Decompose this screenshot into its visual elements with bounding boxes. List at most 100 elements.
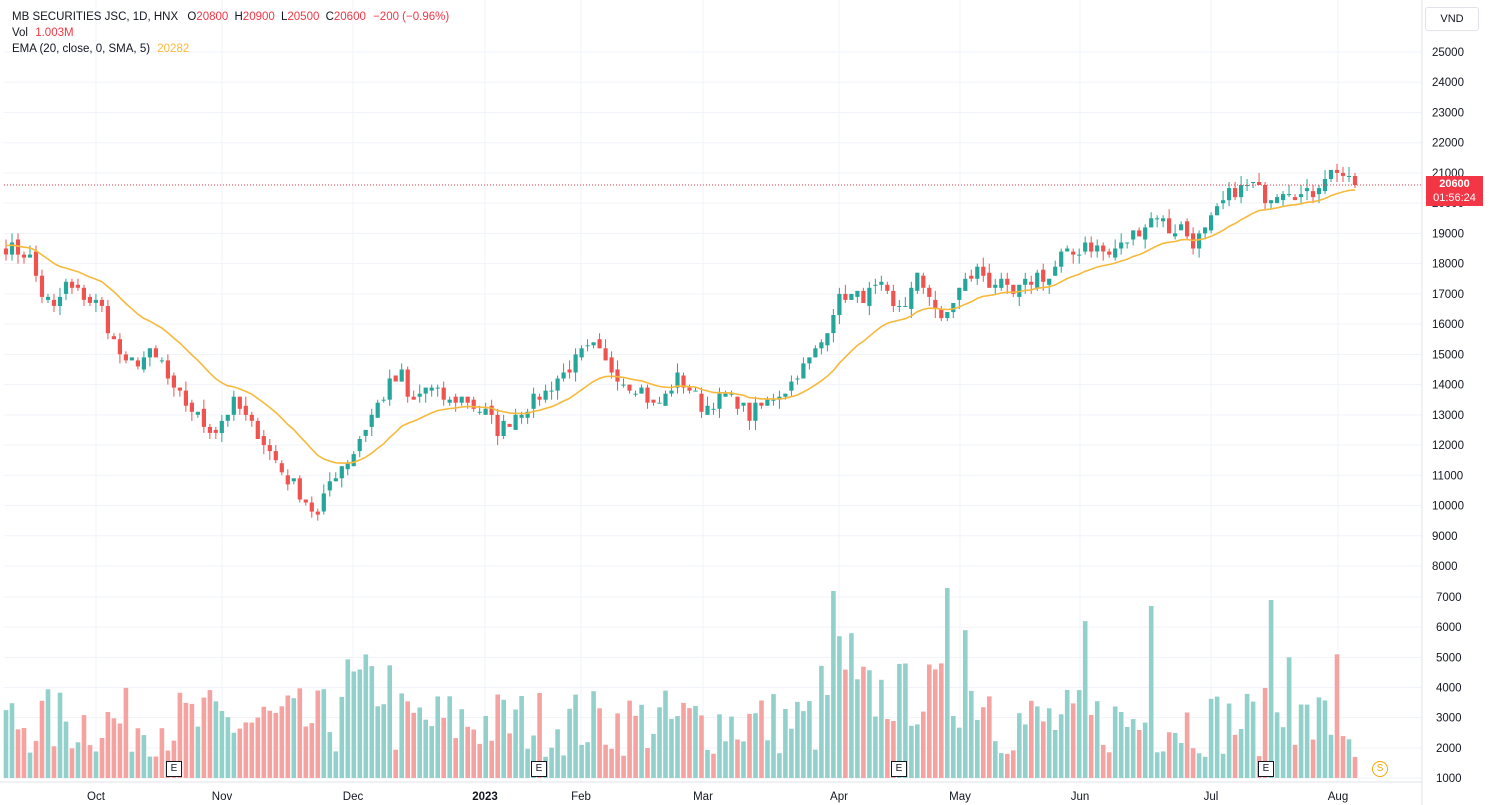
candle-body xyxy=(645,387,650,403)
volume-bar xyxy=(777,753,782,778)
candle-body xyxy=(471,399,476,409)
earnings-marker[interactable]: E xyxy=(531,761,547,777)
volume-bar xyxy=(1166,732,1172,778)
volume-bar xyxy=(225,717,231,778)
candle-body xyxy=(567,369,572,373)
volume-bar xyxy=(621,755,626,778)
candle-body xyxy=(1221,200,1226,204)
currency-button[interactable]: VND xyxy=(1425,7,1479,31)
price-tick-label: 12000 xyxy=(1432,440,1464,452)
candle-body xyxy=(525,411,530,418)
volume-bar xyxy=(513,709,518,778)
volume-bar xyxy=(801,711,806,778)
candle-body xyxy=(831,315,836,334)
volume-bar xyxy=(159,728,165,778)
earnings-marker[interactable]: E xyxy=(1258,761,1274,777)
symbol-title[interactable]: MB SECURITIES JSC, 1D, HNX xyxy=(12,11,179,23)
volume-bars xyxy=(3,588,1358,778)
candle-body xyxy=(327,481,332,491)
volume-bar xyxy=(417,707,422,778)
volume-bar xyxy=(327,732,333,778)
ema-label[interactable]: EMA (20, close, 0, SMA, 5) xyxy=(12,43,151,55)
candle-body xyxy=(237,396,242,409)
candle-body xyxy=(1149,218,1154,228)
price-axis[interactable]: 8000 9000 10000 11000 12000 13000 14000 15000 16… xyxy=(1432,47,1464,785)
candle-body xyxy=(1340,172,1346,176)
candle-body xyxy=(915,272,920,291)
volume-bar xyxy=(915,724,920,778)
candle-body xyxy=(1047,278,1052,285)
volume-bar xyxy=(21,728,27,778)
volume-bar xyxy=(45,689,51,778)
volume-bar xyxy=(387,665,392,778)
volume-bar xyxy=(555,729,560,778)
volume-bar xyxy=(723,741,728,778)
candle-body xyxy=(9,242,15,255)
volume-bar xyxy=(273,713,279,778)
earnings-marker[interactable]: E xyxy=(891,761,907,777)
candle-body xyxy=(669,390,674,394)
volume-bar xyxy=(579,744,584,778)
candle-body xyxy=(789,381,794,391)
volume-bar xyxy=(111,718,117,778)
candle-body xyxy=(621,384,626,386)
candle-body xyxy=(1071,251,1076,255)
candle-body xyxy=(1275,197,1280,204)
volume-bar xyxy=(687,708,692,778)
candle-body xyxy=(369,414,374,427)
volume-bar xyxy=(1005,753,1010,778)
volume-bar xyxy=(597,708,602,778)
volume-bar xyxy=(1202,756,1208,778)
candle-body xyxy=(45,296,51,300)
candle-body xyxy=(885,284,890,291)
candlesticks xyxy=(3,163,1358,521)
candle-body xyxy=(165,360,170,379)
candle-body xyxy=(1251,182,1256,183)
candle-body xyxy=(975,266,980,279)
candle-body xyxy=(687,387,692,391)
candle-body xyxy=(1125,242,1130,244)
volume-bar xyxy=(1011,750,1016,778)
candle-body xyxy=(759,402,764,406)
candle-body xyxy=(603,348,608,361)
candle-body xyxy=(1215,206,1220,216)
price-tick-label: 8000 xyxy=(1432,561,1458,573)
candle-body xyxy=(1167,218,1172,234)
candle-body xyxy=(249,414,254,421)
candle-body xyxy=(447,399,452,403)
candle-body xyxy=(627,384,632,391)
time-tick-label: Aug xyxy=(1328,791,1348,803)
candle-body xyxy=(123,354,128,361)
volume-bar xyxy=(795,701,800,778)
volume-bar xyxy=(315,690,321,778)
candle-body xyxy=(1292,197,1298,201)
volume-bar xyxy=(975,719,980,778)
candle-body xyxy=(813,348,818,358)
volume-bar xyxy=(819,665,824,778)
candle-body xyxy=(363,429,368,436)
volume-bar xyxy=(681,702,686,778)
candle-body xyxy=(171,375,176,388)
candle-body xyxy=(225,414,230,421)
earnings-marker[interactable]: E xyxy=(166,761,182,777)
open-label: O xyxy=(187,11,197,23)
volume-bar xyxy=(651,733,656,778)
candle-body xyxy=(303,499,308,503)
volume-bar xyxy=(525,748,530,778)
candle-body xyxy=(1203,227,1208,234)
volume-bar xyxy=(657,707,662,778)
volume-bar xyxy=(987,696,992,778)
time-axis[interactable]: Oct Nov Dec 2023 Feb Mar Apr May Jun Jul Aug xyxy=(87,791,1348,803)
volume-bar xyxy=(351,671,357,778)
candle-body xyxy=(111,336,116,340)
candle-body xyxy=(1334,169,1340,173)
candle-body xyxy=(879,281,884,285)
candle-body xyxy=(87,296,92,303)
candle-body xyxy=(333,478,338,482)
candle-body xyxy=(213,429,218,433)
dividend-marker[interactable]: S xyxy=(1372,761,1388,777)
candle-body xyxy=(675,372,680,388)
volume-label[interactable]: Vol xyxy=(12,27,28,39)
volume-bar xyxy=(867,670,872,778)
